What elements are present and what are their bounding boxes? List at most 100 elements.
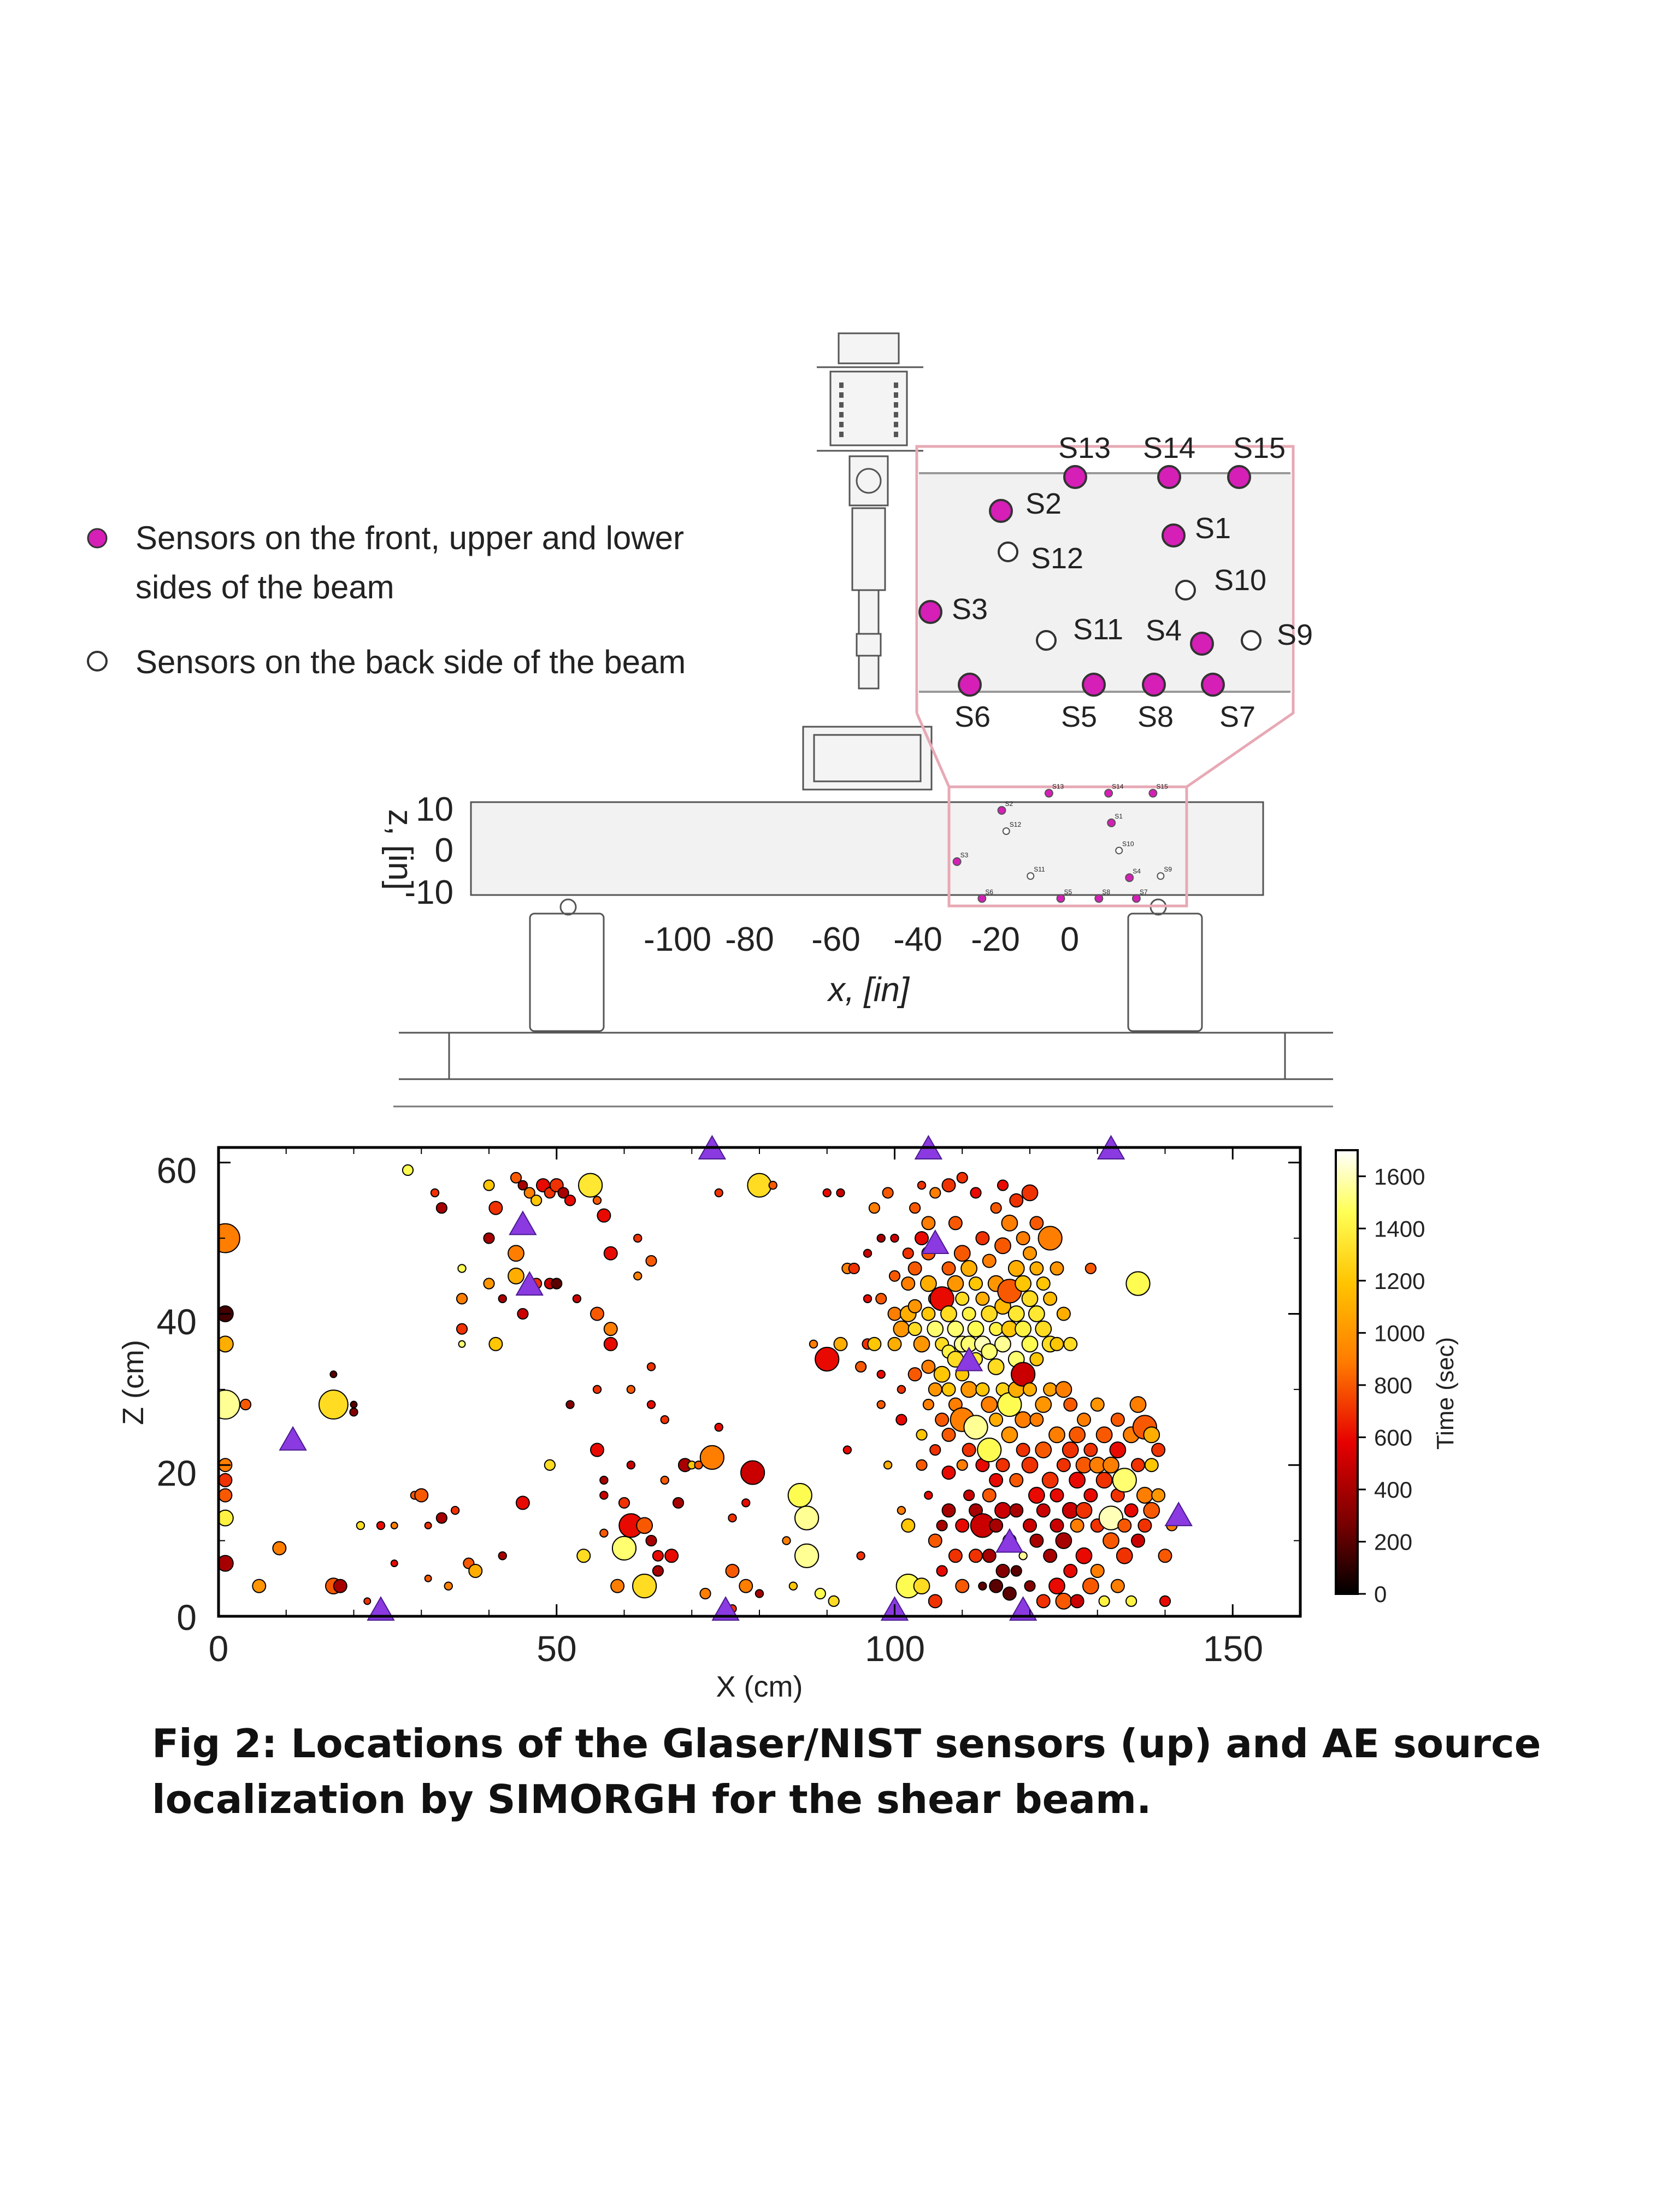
colorbar-tick-label: 200 <box>1374 1529 1412 1555</box>
ae-event <box>977 1437 1002 1463</box>
ae-event <box>636 1517 653 1534</box>
sensor-s2-marker <box>989 499 1013 523</box>
sensor-s5-marker <box>1082 673 1106 697</box>
back-sensor-marker <box>87 651 108 672</box>
ae-event <box>929 1444 941 1456</box>
ae-event <box>1036 1594 1051 1609</box>
ae-event <box>699 1587 711 1600</box>
ae-event <box>1048 1577 1065 1595</box>
ae-event <box>517 1180 528 1191</box>
ae-event <box>1029 1216 1044 1231</box>
ae-event <box>1021 1335 1039 1353</box>
figure-caption: Fig 2: Locations of the Glaser/NIST sens… <box>152 1716 1627 1827</box>
ae-event <box>699 1445 724 1470</box>
sensor-s14-label: S14 <box>1143 432 1195 464</box>
ae-event <box>1090 1397 1105 1412</box>
ae-event <box>867 1337 882 1351</box>
ae-event <box>603 1322 618 1337</box>
ae-event <box>794 1505 820 1530</box>
ae-event <box>893 1320 910 1338</box>
ae-event <box>1159 1595 1171 1607</box>
ae-event <box>488 1337 503 1351</box>
y-tick-0: 0 <box>176 1597 197 1638</box>
ae-event <box>572 1294 582 1303</box>
ae-event <box>917 1180 927 1190</box>
support-pedestal-right <box>1127 912 1203 1032</box>
ae-event <box>822 1188 832 1198</box>
ae-event <box>1075 1502 1093 1519</box>
ae-sensor-triangle <box>279 1426 307 1451</box>
ae-event <box>1083 1488 1098 1503</box>
ae-event <box>863 1294 873 1303</box>
mini-sensor-s15 <box>1148 788 1158 798</box>
colorbar-label: Time (sec) <box>1432 1337 1459 1450</box>
sensor-s13-marker <box>1063 465 1087 489</box>
ae-event <box>652 1550 664 1562</box>
sensor-s10-marker <box>1175 580 1196 601</box>
ae-event <box>450 1506 460 1515</box>
ae-event <box>994 1502 1011 1519</box>
ae-event <box>1062 1441 1079 1458</box>
chart-ticks <box>217 1147 1300 1617</box>
ae-event <box>901 1518 916 1533</box>
x-tick-0-cm: 0 <box>209 1628 229 1669</box>
legend-front-line1: Sensors on the front, upper and lower <box>135 520 684 556</box>
mini-sensor-s13-label: S13 <box>1052 783 1064 791</box>
ae-event <box>219 1509 234 1527</box>
ae-event <box>1063 1397 1078 1412</box>
ae-event <box>626 1461 636 1470</box>
ae-event <box>989 1412 1004 1427</box>
ae-event <box>483 1179 495 1191</box>
mini-sensor-s11-label: S11 <box>1034 866 1045 873</box>
ae-event <box>941 1503 956 1518</box>
ae-sensor-markers <box>279 1134 1193 1621</box>
ae-event <box>424 1574 432 1582</box>
mini-sensor-s7-label: S7 <box>1140 888 1148 896</box>
ae-event <box>997 1179 1009 1191</box>
ae-event <box>936 1565 948 1577</box>
ae-event <box>915 1231 929 1246</box>
mini-sensor-s6 <box>977 894 987 903</box>
ae-event <box>1063 1337 1078 1351</box>
colorbar-tick-label: 1200 <box>1374 1268 1425 1294</box>
ae-event <box>981 1343 998 1361</box>
ae-event <box>1050 1337 1064 1351</box>
ae-event <box>508 1245 524 1262</box>
sensor-s2-label: S2 <box>1025 487 1062 520</box>
ae-event <box>941 1465 956 1480</box>
sensor-s1-label: S1 <box>1195 512 1231 545</box>
ae-event <box>219 1555 234 1572</box>
ae-event <box>927 1320 944 1338</box>
ae-event <box>618 1497 630 1509</box>
sensor-s15-label: S15 <box>1233 432 1286 464</box>
ae-event <box>390 1559 398 1568</box>
mini-sensor-s14-label: S14 <box>1112 783 1124 791</box>
ae-event <box>1035 1396 1052 1413</box>
ae-event <box>557 1187 569 1199</box>
ae-event <box>603 1246 618 1261</box>
ae-event <box>660 1475 669 1485</box>
ae-event <box>590 1306 604 1321</box>
mini-sensor-s9 <box>1157 872 1165 880</box>
ae-event <box>544 1459 556 1471</box>
ae-event <box>219 1335 234 1353</box>
ae-event <box>1137 1518 1152 1533</box>
ae-event <box>990 1202 1002 1214</box>
front-sensor-marker <box>87 528 108 549</box>
colorbar-ticks: 0 200 400 600 800 1000 1200 1400 1600 <box>1358 1164 1425 1607</box>
ae-event <box>962 1306 976 1321</box>
ae-event <box>919 1275 937 1292</box>
ae-event <box>483 1277 495 1290</box>
beam-axes: 10 0 -10 z, [in] -100 -80 -60 -40 -20 0 … <box>381 791 1079 1009</box>
ae-event <box>768 1180 777 1190</box>
ae-event <box>523 1187 535 1199</box>
ae-event <box>740 1460 765 1485</box>
ae-event <box>664 1549 679 1563</box>
x-tick-100-cm: 100 <box>865 1628 925 1669</box>
mini-sensor-s12 <box>1002 827 1010 835</box>
ae-event <box>1021 1184 1039 1202</box>
ae-event <box>597 1208 611 1223</box>
ae-event <box>936 1520 948 1532</box>
ae-event <box>1095 1426 1113 1444</box>
ae-event <box>646 1362 656 1371</box>
